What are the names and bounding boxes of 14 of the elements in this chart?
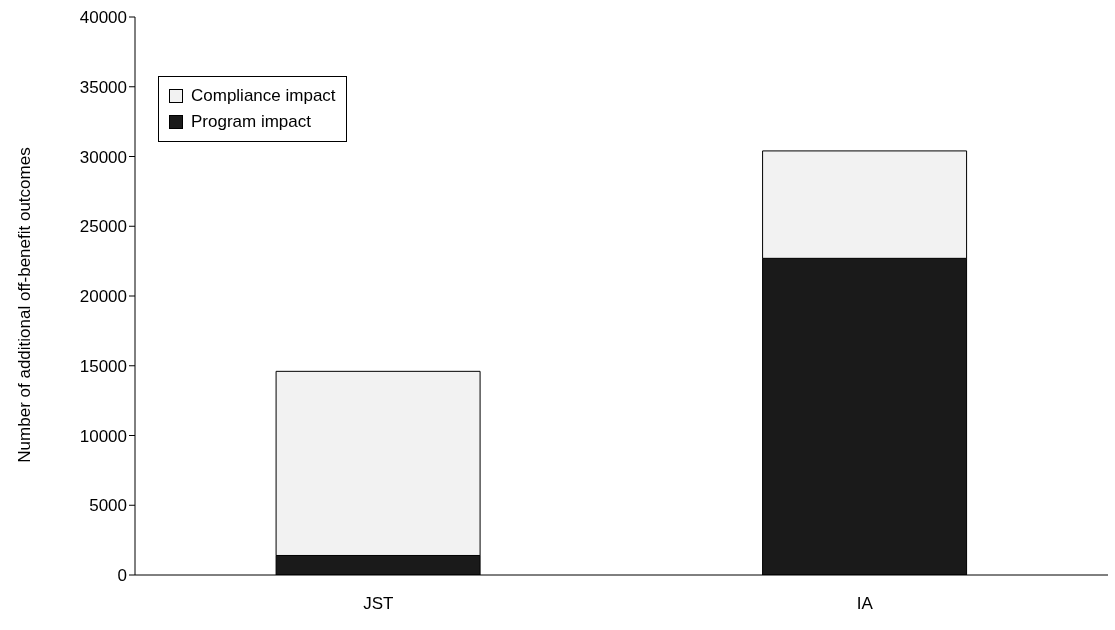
- y-axis-title: Number of additional off-benefit outcomes: [15, 147, 34, 463]
- y-tick-label: 35000: [79, 77, 127, 97]
- y-tick-label: 20000: [79, 287, 127, 307]
- y-tick-label: 30000: [79, 147, 127, 167]
- y-tick-label: 0: [117, 566, 127, 586]
- legend-label: Compliance impact: [191, 85, 336, 107]
- x-tick-label: IA: [856, 594, 874, 614]
- y-tick-label: 15000: [79, 356, 127, 376]
- x-tick-label: JST: [363, 594, 394, 614]
- y-tick-label: 25000: [79, 217, 127, 237]
- y-tick-label: 40000: [79, 8, 127, 28]
- y-tick-label: 5000: [89, 496, 127, 516]
- legend-label: Program impact: [191, 111, 311, 133]
- y-tick-label: 10000: [79, 426, 127, 446]
